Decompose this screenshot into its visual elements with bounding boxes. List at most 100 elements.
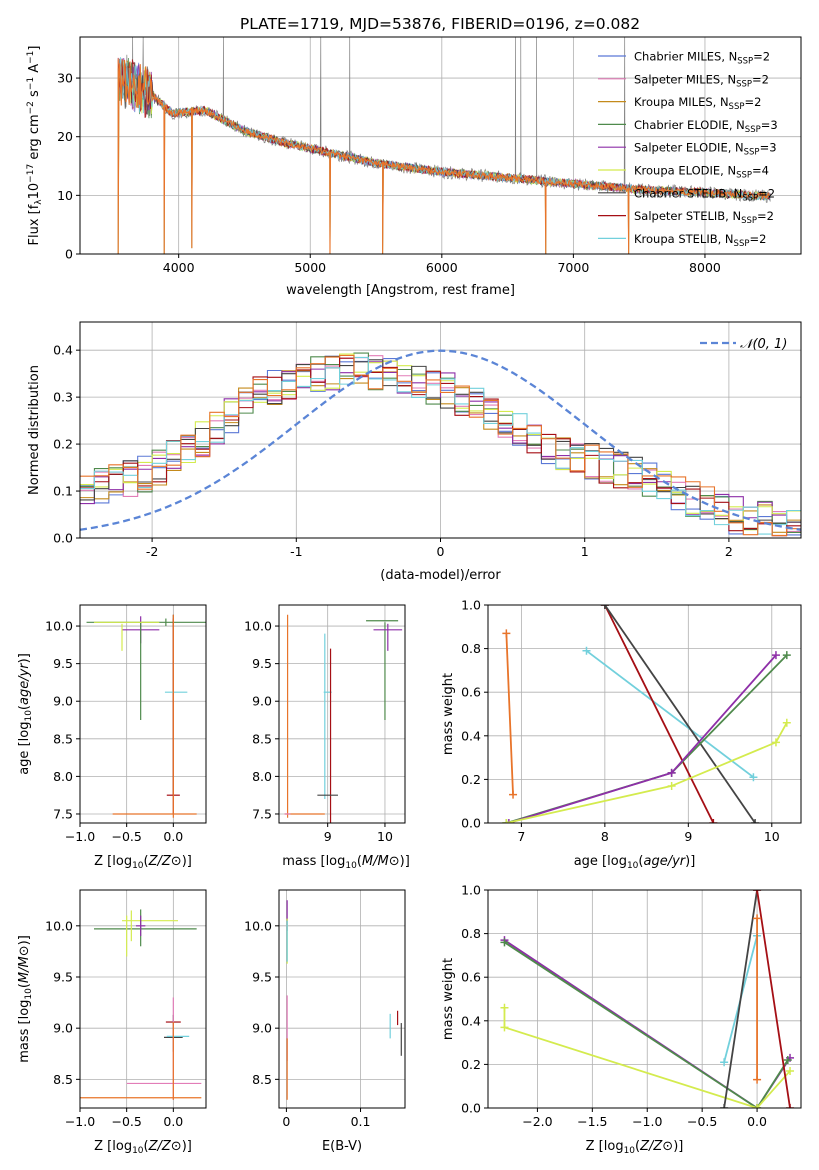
- x-axis-label: age [log10(age/yr)]: [574, 854, 696, 871]
- x-tick-label: 7: [517, 829, 525, 844]
- x-tick-label: 1: [581, 544, 589, 559]
- weight-series: [753, 914, 762, 1084]
- y-tick-label: 10.0: [45, 619, 73, 634]
- weight-line: [585, 650, 754, 778]
- weight-marker: [500, 1003, 509, 1012]
- weight-series: [500, 1003, 795, 1108]
- y-tick-label: 0.3: [53, 390, 73, 405]
- y-tick-label: 10.0: [244, 619, 272, 634]
- weight-marker: [720, 1104, 729, 1108]
- y-tick-label: 9.0: [53, 694, 73, 709]
- weight-marker: [709, 819, 718, 823]
- y-tick-label: 1.0: [461, 883, 481, 898]
- weight-marker: [753, 1104, 762, 1108]
- x-tick-label: 8000: [689, 260, 721, 275]
- x-tick-label: −1.0: [65, 829, 95, 844]
- weight-line: [723, 890, 758, 1108]
- axes-frame: [79, 604, 207, 824]
- x-tick-label: 8: [601, 829, 609, 844]
- weight-marker: [720, 1058, 729, 1067]
- x-tick-label: 0.1: [351, 1114, 371, 1129]
- y-tick-label: 10.0: [45, 918, 73, 933]
- y-tick-label: 7.5: [53, 806, 73, 821]
- weight-marker: [786, 1066, 795, 1075]
- weight-line: [503, 1007, 791, 1108]
- y-axis-label: Flux [fλ10−17 erg cm−2 s−1 A−1]: [26, 46, 44, 246]
- weight-marker: [771, 651, 780, 660]
- plot-area: [80, 349, 801, 537]
- panel-weight-vs-z: −2.0 −1.5 −1.0 −0.5 0.0 0.0 0.2 0.4 0.6 0.8 1.0 mas…: [441, 883, 802, 1156]
- gauss-legend: 𝒩(0, 1): [700, 337, 787, 352]
- plot-area: [502, 605, 791, 823]
- y-tick-label: 0.8: [461, 926, 481, 941]
- x-tick-label: 9: [684, 829, 692, 844]
- panel-weight-vs-age: 7 8 9 10 0.0 0.2 0.4 0.6 0.8 1.0 mass weight age [l…: [441, 598, 802, 871]
- y-tick-label: 8.5: [53, 731, 73, 746]
- y-tick-label: 9.0: [252, 694, 272, 709]
- plot-area: [286, 900, 402, 1100]
- panel-spectrum: 4000 5000 6000 7000 8000 0 10 20 30 wavelength [A…: [26, 36, 802, 298]
- y-tick-label: 0.4: [461, 1013, 481, 1028]
- panel-residual-hist: -2 -1 0 1 2 0.0 0.1 0.2 0.3 0.4 (data-model)/error…: [27, 321, 802, 583]
- y-tick-label: 30: [57, 71, 73, 86]
- gridlines: [279, 890, 405, 1108]
- x-tick-label: 0.0: [163, 1114, 183, 1129]
- y-tick-label: 0.6: [461, 685, 481, 700]
- x-tick-label: 0: [437, 544, 445, 559]
- x-tick-label: 10: [377, 829, 393, 844]
- axes-frame: [79, 889, 207, 1109]
- weight-marker: [582, 646, 591, 655]
- x-axis-label: wavelength [Angstrom, rest frame]: [286, 283, 515, 298]
- x-tick-label: −1.5: [577, 1114, 607, 1129]
- x-tick-label: 0.0: [747, 1114, 767, 1129]
- y-axis-label: age [log10(age/yr)]: [17, 653, 34, 775]
- weight-marker: [500, 1023, 509, 1032]
- y-axis-label: mass [log10(M/M⊙)]: [17, 935, 34, 1063]
- histogram-step-line: [80, 355, 801, 530]
- y-tick-label: 8.0: [53, 769, 73, 784]
- x-tick-label: −0.5: [111, 829, 141, 844]
- axes-frame: [487, 604, 802, 824]
- weight-marker: [667, 781, 676, 790]
- y-tick-label: 0.1: [53, 484, 73, 499]
- legend: Chabrier MILES, NSSP=2 Salpeter MILES, NS…: [598, 50, 778, 249]
- panel-age-vs-z: −1.0 −0.5 0.0 7.5 8.0 8.5 9.0 9.5 10.0 Z [log10(Z…: [17, 604, 207, 871]
- x-axis-label: Z [log10(Z/Z⊙)]: [94, 1139, 192, 1156]
- x-axis-label: mass [log10(M/M⊙)]: [282, 854, 410, 871]
- y-tick-label: 1.0: [461, 598, 481, 613]
- legend-label: Chabrier ELODIE, NSSP=3: [634, 118, 778, 135]
- x-tick-label: −1.0: [632, 1114, 662, 1129]
- y-tick-label: 8.0: [252, 769, 272, 784]
- panel-age-vs-mass: 9 10 7.5 8.0 8.5 9.0 9.5 10.0 mass [log10(M/M⊙)]: [244, 604, 410, 871]
- x-tick-label: 0: [282, 1114, 290, 1129]
- y-tick-label: 10.0: [244, 918, 272, 933]
- y-tick-label: 20: [57, 129, 73, 144]
- weight-marker: [753, 914, 762, 923]
- x-axis-label: E(B-V): [322, 1139, 362, 1154]
- plot-area: [117, 37, 771, 254]
- y-tick-label: 8.5: [53, 1072, 73, 1087]
- plot-area: [284, 614, 403, 823]
- axes-frame: [79, 36, 802, 255]
- weight-marker: [751, 819, 760, 823]
- weight-series: [502, 718, 791, 823]
- y-tick-label: 0.0: [53, 531, 73, 546]
- y-tick-label: 0: [65, 247, 73, 262]
- x-tick-label: 10: [764, 829, 780, 844]
- weight-line: [604, 605, 715, 823]
- legend-label: Kroupa MILES, NSSP=2: [634, 95, 761, 112]
- y-tick-label: 9.5: [252, 656, 272, 671]
- y-tick-label: 9.5: [53, 656, 73, 671]
- weight-series: [582, 646, 758, 782]
- y-tick-label: 8.5: [252, 731, 272, 746]
- y-tick-label: 0.4: [53, 343, 73, 358]
- axes-frame: [278, 889, 406, 1109]
- weight-line: [506, 722, 788, 823]
- weight-marker: [500, 938, 509, 947]
- y-tick-label: 0.4: [461, 728, 481, 743]
- y-tick-label: 7.5: [252, 806, 272, 821]
- weight-marker: [771, 738, 780, 747]
- x-tick-label: −2.0: [522, 1114, 552, 1129]
- y-tick-label: 0.2: [461, 772, 481, 787]
